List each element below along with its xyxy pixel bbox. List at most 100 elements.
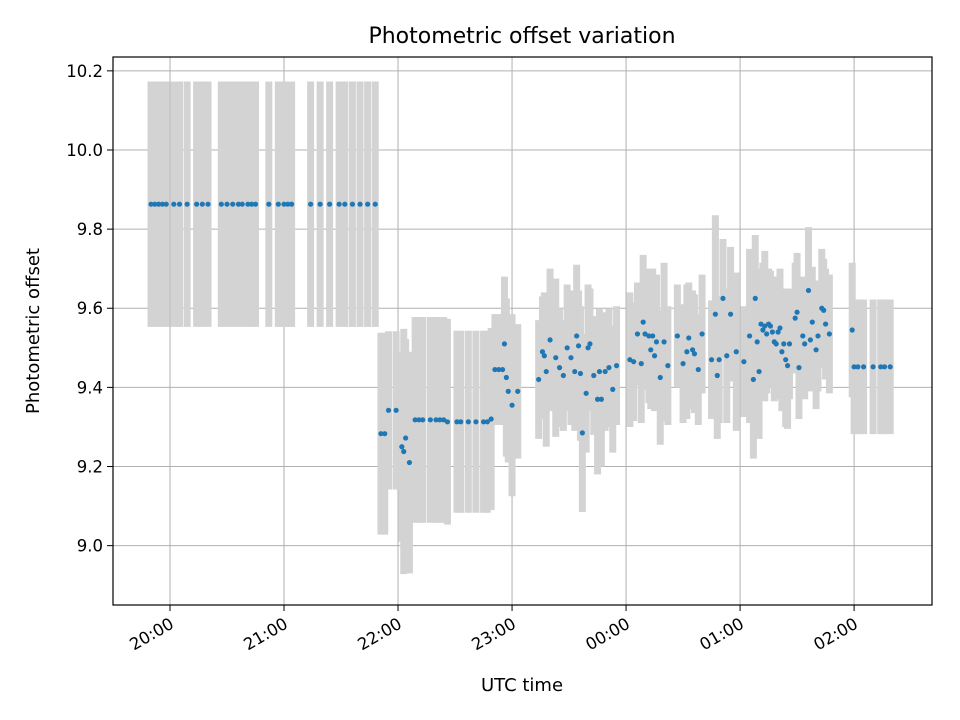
data-point xyxy=(572,368,578,375)
data-point xyxy=(403,435,409,441)
data-point xyxy=(420,417,426,423)
data-point xyxy=(809,319,815,325)
data-point xyxy=(372,201,378,207)
data-point xyxy=(488,416,494,422)
data-point xyxy=(767,323,774,329)
data-point xyxy=(594,396,601,402)
data-point xyxy=(406,459,413,466)
data-point xyxy=(860,364,867,370)
data-point xyxy=(596,368,603,375)
data-point xyxy=(720,295,726,301)
data-point xyxy=(382,431,388,437)
data-point xyxy=(378,431,384,437)
data-point xyxy=(598,396,604,402)
data-point xyxy=(401,448,407,455)
data-point xyxy=(275,201,281,207)
data-point xyxy=(794,309,800,315)
data-point xyxy=(760,327,766,333)
data-point xyxy=(515,388,521,394)
data-point xyxy=(393,407,399,413)
data-point xyxy=(574,333,580,339)
data-point xyxy=(543,368,549,375)
y-tick-label: 9.4 xyxy=(77,378,103,397)
data-point xyxy=(365,201,371,207)
data-point xyxy=(539,349,546,355)
data-point xyxy=(648,347,654,353)
data-point xyxy=(505,388,511,394)
data-point xyxy=(148,201,154,207)
data-point xyxy=(606,364,612,371)
data-point xyxy=(412,417,418,423)
data-point xyxy=(437,417,443,423)
data-point xyxy=(815,333,821,339)
data-point xyxy=(769,329,775,335)
y-axis-ticks: 9.0 9.2 9.4 9.6 9.8 10.0 10.2 xyxy=(66,62,113,556)
data-point xyxy=(245,201,251,207)
data-point xyxy=(684,349,690,355)
data-point xyxy=(473,419,479,425)
y-tick-label: 10.0 xyxy=(66,141,103,160)
data-point xyxy=(792,315,798,321)
data-point xyxy=(887,364,893,370)
data-point xyxy=(805,287,812,294)
data-point xyxy=(665,363,671,369)
plot-frame xyxy=(112,56,933,606)
data-point xyxy=(691,351,698,357)
data-point xyxy=(568,355,574,361)
data-point xyxy=(727,311,734,317)
data-point xyxy=(779,349,785,355)
data-point xyxy=(786,341,793,347)
y-tick-label: 9.0 xyxy=(77,537,103,556)
data-point xyxy=(194,201,200,207)
data-point xyxy=(266,201,272,207)
data-point xyxy=(777,325,783,331)
data-point xyxy=(752,295,758,301)
data-point xyxy=(746,333,753,339)
data-point xyxy=(252,201,259,207)
data-point xyxy=(171,201,177,207)
x-axis-label: UTC time xyxy=(481,675,563,696)
data-point xyxy=(336,201,342,207)
data-point xyxy=(591,372,597,379)
data-point xyxy=(349,201,356,207)
data-point xyxy=(509,402,515,408)
data-point xyxy=(416,417,422,423)
data-point xyxy=(750,376,756,383)
data-point xyxy=(689,347,696,353)
data-point xyxy=(849,327,855,333)
data-point xyxy=(640,319,646,325)
data-point xyxy=(218,201,224,207)
data-point xyxy=(454,419,460,425)
data-point xyxy=(881,364,888,370)
data-point xyxy=(547,337,553,343)
data-point xyxy=(585,345,591,351)
data-point xyxy=(308,201,314,207)
data-point xyxy=(285,201,291,207)
data-point xyxy=(357,201,363,207)
y-tick-label: 10.2 xyxy=(66,62,103,81)
data-point xyxy=(653,339,660,345)
data-point xyxy=(399,444,405,450)
data-point xyxy=(499,366,506,373)
data-point xyxy=(855,364,861,370)
data-point xyxy=(784,363,791,369)
data-point xyxy=(575,343,582,349)
data-point xyxy=(870,364,876,370)
data-point xyxy=(741,359,747,365)
data-point xyxy=(577,370,584,377)
data-point xyxy=(613,363,620,369)
data-point xyxy=(224,201,230,207)
data-point xyxy=(733,349,739,355)
data-point xyxy=(156,201,162,207)
data-point xyxy=(724,353,730,359)
data-point xyxy=(716,357,722,363)
data-point xyxy=(813,347,819,353)
data-point xyxy=(651,353,658,359)
data-point xyxy=(503,374,509,381)
data-point xyxy=(631,359,637,365)
data-point xyxy=(536,376,542,383)
data-point xyxy=(646,333,652,339)
data-point xyxy=(327,201,333,207)
data-point xyxy=(560,372,566,379)
data-point xyxy=(385,407,392,413)
